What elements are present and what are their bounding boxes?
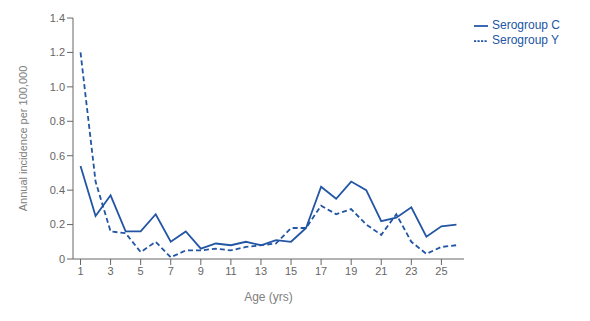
svg-text:1.0: 1.0 bbox=[50, 81, 65, 93]
svg-text:25: 25 bbox=[435, 265, 447, 277]
svg-text:1.4: 1.4 bbox=[50, 12, 65, 24]
svg-text:17: 17 bbox=[315, 265, 327, 277]
svg-text:15: 15 bbox=[285, 265, 297, 277]
html-text:Serogroup Y: Serogroup Y bbox=[492, 32, 560, 47]
svg-text:0: 0 bbox=[59, 253, 65, 265]
svg-text:23: 23 bbox=[405, 265, 417, 277]
svg-text:19: 19 bbox=[345, 265, 357, 277]
html-text:Serogroup C: Serogroup C bbox=[492, 18, 560, 32]
svg-text:1.2: 1.2 bbox=[50, 46, 65, 58]
svg-text:0.8: 0.8 bbox=[50, 115, 65, 127]
svg-text:Annual incidence per 100,000: Annual incidence per 100,000 bbox=[17, 66, 29, 212]
svg-text:9: 9 bbox=[198, 265, 204, 277]
svg-text:7: 7 bbox=[168, 265, 174, 277]
svg-text:0.6: 0.6 bbox=[50, 150, 65, 162]
svg-text:Age (yrs): Age (yrs) bbox=[244, 290, 293, 304]
svg-text:11: 11 bbox=[225, 265, 236, 277]
svg-text:3: 3 bbox=[108, 265, 114, 277]
svg-text:0.4: 0.4 bbox=[50, 184, 65, 196]
svg-text:13: 13 bbox=[255, 265, 267, 277]
svg-text:21: 21 bbox=[375, 265, 387, 277]
svg-text:1: 1 bbox=[77, 265, 83, 277]
svg-text:0.2: 0.2 bbox=[50, 218, 65, 230]
svg-text:5: 5 bbox=[138, 265, 144, 277]
